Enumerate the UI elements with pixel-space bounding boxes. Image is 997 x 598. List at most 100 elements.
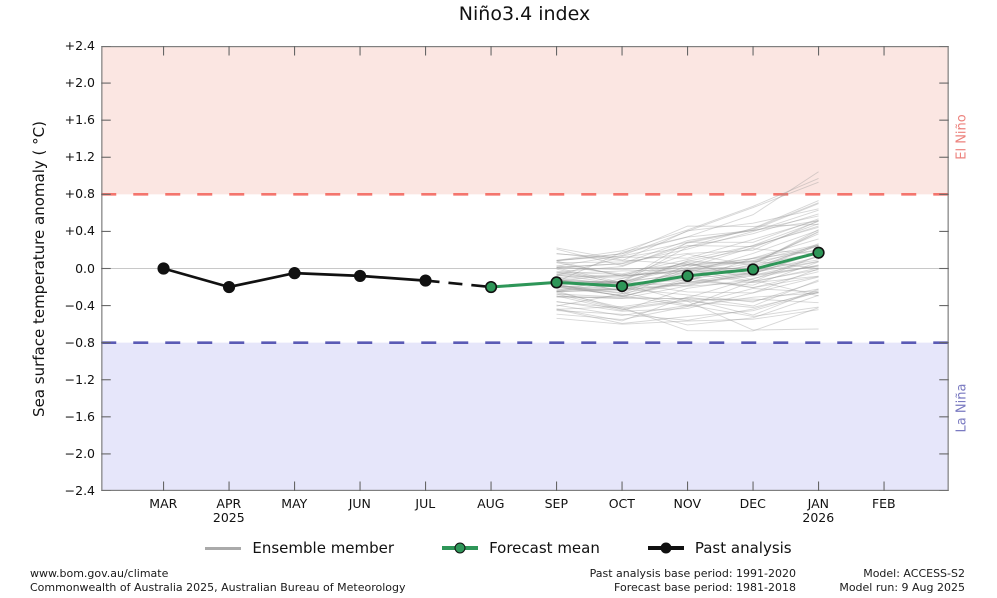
x-tick-label: OCT — [608, 496, 635, 511]
ensemble-member-line — [556, 288, 819, 316]
ensemble-member-line — [556, 261, 819, 297]
ensemble-member-line — [556, 255, 819, 282]
y-tick-label: −0.8 — [64, 334, 95, 350]
ensemble-member-line — [556, 209, 819, 268]
ensemble-member-line — [556, 268, 819, 312]
legend-item-past-analysis: Past analysis — [647, 539, 792, 557]
x-year-label: 2026 — [802, 510, 835, 525]
ensemble-member-line — [556, 200, 819, 259]
ensemble-member-line — [556, 288, 819, 302]
ensemble-member-line — [556, 267, 819, 287]
footer-source: www.bom.gov.au/climate Commonwealth of A… — [30, 567, 405, 594]
ensemble-member-line — [556, 280, 819, 303]
ensemble-member-line — [556, 244, 819, 277]
forecast-mean-marker — [484, 280, 498, 294]
x-tick-label: SEP — [544, 496, 568, 511]
ensemble-member-line — [556, 290, 819, 321]
ensemble-member-line — [556, 244, 819, 290]
past-analysis-marker — [419, 274, 432, 287]
ensemble-member-line — [556, 249, 819, 307]
legend-item-forecast-mean: Forecast mean — [442, 539, 600, 557]
ensemble-member-line — [556, 220, 819, 262]
forecast-mean-swatch-icon — [442, 542, 479, 554]
ensemble-member-line — [556, 203, 819, 273]
y-tick-label: +0.8 — [64, 186, 95, 202]
ensemble-member-line — [556, 226, 819, 275]
ensemble-member-line — [556, 220, 819, 264]
legend-label: Forecast mean — [489, 539, 600, 557]
past-analysis-swatch-icon — [647, 542, 684, 554]
la-nina-band — [101, 342, 949, 491]
y-axis-title: Sea surface temperature anomaly ( °C) — [30, 121, 48, 417]
x-tick-label: APR — [216, 496, 242, 511]
footer-model-run: Model run: 9 Aug 2025 — [839, 580, 965, 594]
ensemble-member-line — [556, 245, 819, 292]
x-tick-label: DEC — [739, 496, 766, 511]
forecast-mean-marker — [615, 280, 629, 293]
el-nino-band-label: El Niño — [954, 114, 970, 160]
forecast-mean-marker — [812, 246, 825, 259]
ensemble-member-line — [556, 267, 819, 294]
x-tick-label: JAN — [807, 496, 829, 511]
plot-area — [101, 46, 949, 491]
y-tick-label: −0.4 — [64, 297, 95, 313]
ensemble-member-line — [556, 208, 819, 262]
ensemble-member-line — [556, 251, 819, 299]
la-nina-band-label: La Niña — [954, 383, 970, 433]
ensemble-member-line — [556, 181, 819, 267]
ensemble-member-line — [556, 249, 819, 271]
y-tick-label: +2.0 — [64, 75, 95, 91]
y-tick-label: +1.6 — [64, 112, 95, 128]
forecast-mean-line — [490, 251, 819, 289]
forecast-mean-marker — [746, 263, 760, 276]
forecast-mean-marker — [681, 269, 694, 283]
x-year-label: 2025 — [212, 510, 245, 525]
ensemble-member-line — [556, 264, 819, 310]
ensemble-member-line — [556, 171, 819, 283]
legend-label: Ensemble member — [252, 539, 395, 557]
footer-past-base-period: Past analysis base period: 1991-2020 — [589, 567, 796, 580]
legend-label: Past analysis — [694, 539, 792, 557]
y-tick-label: −2.4 — [64, 483, 95, 498]
y-tick-label: −1.6 — [64, 408, 95, 424]
x-tick-label: NOV — [673, 496, 702, 511]
ensemble-member-line — [556, 231, 819, 286]
ensemble-member-line — [556, 290, 819, 326]
el-nino-band — [101, 46, 949, 195]
y-tick-label: +2.4 — [64, 38, 95, 53]
x-tick-label: FEB — [871, 496, 896, 511]
ensemble-member-line — [556, 261, 819, 292]
chart-title: Niño3.4 index — [458, 3, 591, 25]
ensemble-member-line — [556, 288, 819, 316]
x-tick-label: MAY — [281, 496, 308, 511]
x-tick-label: AUG — [477, 496, 505, 511]
ensemble-member-line — [556, 255, 819, 312]
footer-source-url: www.bom.gov.au/climate — [30, 567, 169, 580]
ensemble-member-line — [556, 248, 819, 284]
ensemble-member-line — [556, 233, 819, 281]
ensemble-member-line — [556, 292, 819, 321]
past-analysis-marker — [288, 267, 301, 280]
ensemble-member-line — [556, 223, 819, 262]
footer-base-periods: Past analysis base period: 1991-2020 For… — [590, 567, 796, 594]
x-tick-label: JUN — [348, 496, 371, 511]
x-tick-label: JUL — [415, 496, 436, 511]
past-analysis-marker — [222, 280, 236, 294]
ensemble-member-line — [556, 284, 819, 317]
ensemble-member-line — [556, 256, 819, 293]
ensemble-member-line — [556, 291, 819, 310]
x-tick-label: MAR — [149, 496, 178, 511]
y-tick-label: 0.0 — [75, 260, 95, 276]
forecast-mean-marker — [550, 276, 563, 289]
ensemble-member-line — [556, 259, 819, 291]
y-tick-label: −1.2 — [64, 371, 95, 387]
ensemble-member-line — [556, 309, 819, 325]
past-analysis-marker — [157, 262, 170, 275]
ensemble-member-line — [556, 219, 819, 276]
ensemble-member-line — [556, 225, 819, 267]
ensemble-member-line — [556, 177, 819, 261]
ensemble-member-line — [556, 213, 819, 283]
legend: Ensemble member Forecast mean Past analy… — [0, 534, 997, 562]
footer-model-info: Model: ACCESS-S2 Model run: 9 Aug 2025 — [839, 567, 965, 594]
